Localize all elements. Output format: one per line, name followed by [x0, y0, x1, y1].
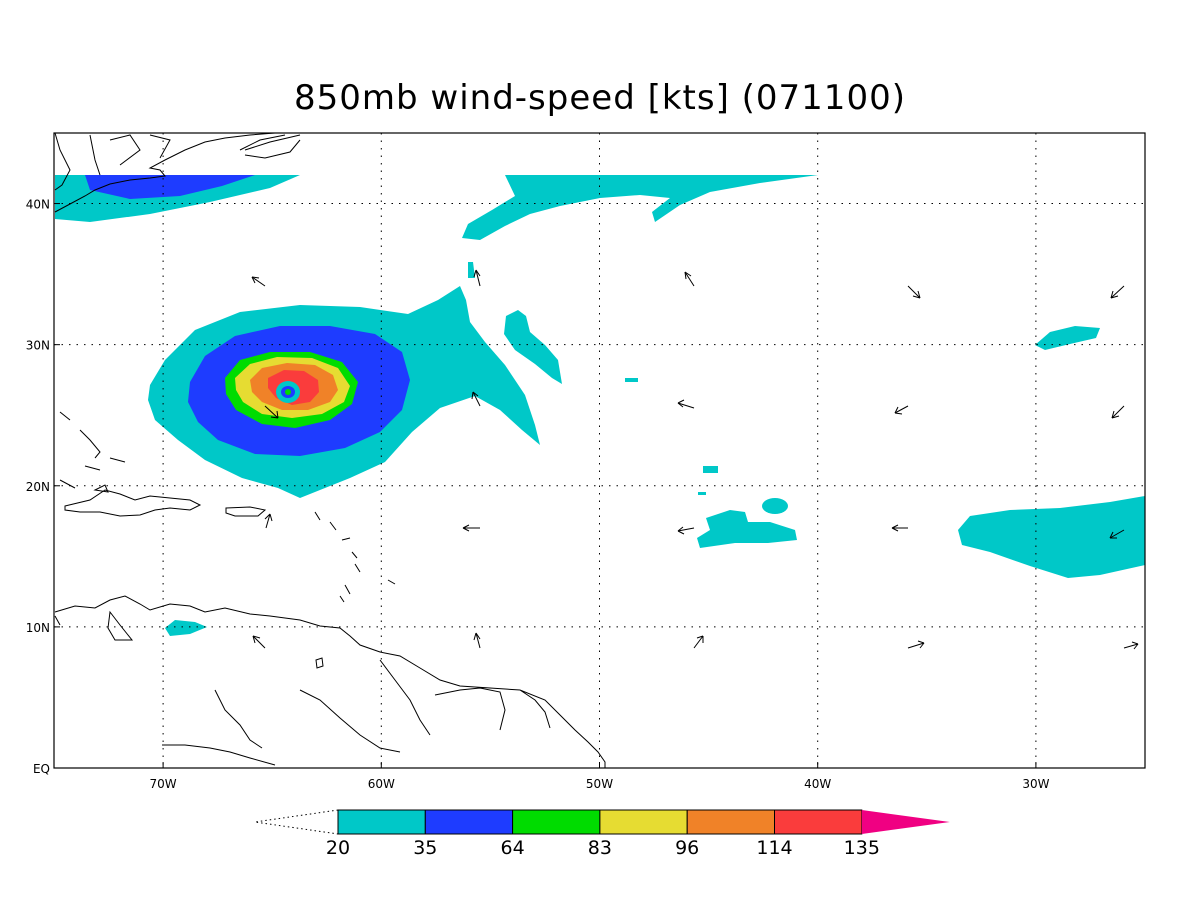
wind-arrow — [693, 635, 704, 649]
shade-20-small-north — [468, 262, 475, 278]
wind-arrow — [264, 405, 279, 419]
colorbar-low-triangle — [254, 809, 339, 835]
longitude-label: 50W — [586, 777, 613, 791]
longitude-labels: 70W 60W 50W 40W 30W — [150, 777, 1050, 791]
coastline-puerto-rico — [225, 506, 267, 517]
wind-arrow — [907, 285, 921, 299]
wind-arrow — [1123, 641, 1139, 650]
colorbar-level-label: 83 — [588, 837, 612, 859]
coastline-new-england-interior — [89, 134, 171, 176]
wind-arrow — [471, 391, 481, 407]
latitude-label: 40N — [26, 198, 50, 212]
wind-vectors — [251, 269, 1139, 650]
colorbar: 20 35 64 83 96 114 135 — [254, 809, 950, 859]
coastline-lesser-antilles — [314, 511, 396, 603]
coastlines — [54, 132, 606, 768]
shade-20-patch-a — [625, 378, 638, 382]
shade-20-caribbean-south — [165, 620, 207, 636]
colorbar-box — [512, 809, 601, 835]
longitude-label: 40W — [804, 777, 831, 791]
shade-20-east-atlantic — [958, 496, 1145, 578]
wind-arrow — [1110, 285, 1125, 299]
colorbar-level-label: 64 — [501, 837, 525, 859]
wind-arrow — [677, 526, 695, 535]
coastline-south-america — [54, 595, 606, 768]
colorbar-box — [686, 809, 776, 835]
wind-arrow — [252, 635, 266, 649]
wind-arrow — [1109, 529, 1125, 539]
shade-20-patch-f — [1035, 326, 1100, 350]
longitude-label: 60W — [368, 777, 395, 791]
coastline-nova-scotia — [244, 134, 301, 159]
shade-20-patch-d — [697, 510, 797, 548]
coastline-bahamas — [59, 411, 126, 489]
map-title: 850mb wind-speed [kts] (071100) — [294, 78, 906, 118]
latitude-label: 20N — [26, 480, 50, 494]
colorbar-box — [424, 809, 514, 835]
colorbar-box — [599, 809, 688, 835]
shade-64-eye — [285, 389, 291, 395]
wind-arrow — [891, 524, 908, 532]
wind-arrow — [251, 276, 266, 287]
colorbar-level-label: 96 — [675, 837, 699, 859]
longitude-label: 70W — [150, 777, 177, 791]
wind-arrow — [684, 271, 695, 287]
colorbar-level-label: 35 — [413, 837, 437, 859]
latitude-label: EQ — [33, 762, 50, 776]
map-frame — [53, 132, 1146, 769]
wind-arrow — [907, 640, 925, 649]
wind-arrow — [264, 513, 273, 529]
wind-arrow — [1111, 405, 1125, 419]
shade-20-north-atlantic — [462, 175, 818, 240]
latitude-labels: 40N 30N 20N 10N EQ — [26, 198, 50, 776]
shade-20-patch-b — [703, 466, 718, 473]
wind-speed-shading — [55, 175, 1145, 636]
wind-arrow — [677, 399, 695, 409]
wind-arrow — [473, 632, 481, 649]
longitude-label: 30W — [1022, 777, 1049, 791]
wind-arrow — [462, 524, 480, 532]
colorbar-level-label: 20 — [326, 837, 350, 859]
colorbar-high-triangle — [861, 810, 950, 834]
shade-20-patch-c — [698, 492, 706, 495]
wind-arrow — [473, 269, 481, 287]
latitude-label: 30N — [26, 339, 50, 353]
colorbar-box — [774, 809, 863, 835]
wind-arrow — [894, 405, 909, 415]
shade-20-patch-e — [762, 498, 788, 514]
shade-20-comma — [504, 310, 562, 384]
coastline-northeast-us — [54, 132, 286, 213]
coastline-trinidad — [315, 657, 324, 669]
coastline-cuba-hispaniola — [64, 484, 202, 517]
colorbar-level-label: 135 — [844, 837, 880, 859]
latitude-label: 10N — [26, 621, 50, 635]
colorbar-box — [337, 809, 426, 835]
colorbar-level-label: 114 — [756, 837, 792, 859]
